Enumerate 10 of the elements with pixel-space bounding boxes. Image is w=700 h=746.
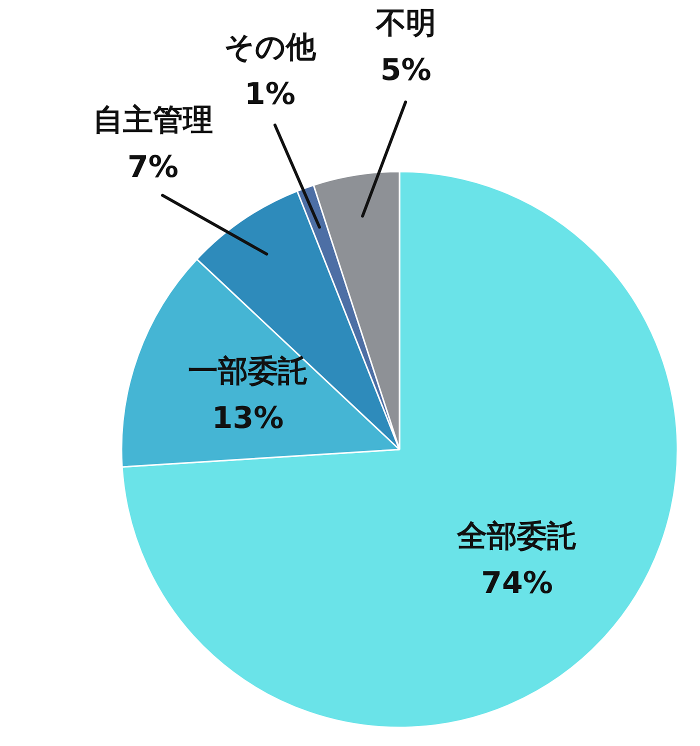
slice-label: 一部委託 — [188, 354, 308, 389]
data-label: 7% — [128, 150, 178, 186]
data-label: 13% — [212, 401, 284, 436]
slice-label: 全部委託 — [456, 518, 578, 554]
data-label: 5% — [380, 53, 432, 88]
slice-label: その他 — [224, 30, 317, 65]
slice-label: 自主管理 — [93, 102, 214, 138]
data-label: 74% — [481, 566, 553, 601]
slice-label: 不明 — [374, 6, 436, 41]
data-label: 1% — [244, 77, 296, 112]
